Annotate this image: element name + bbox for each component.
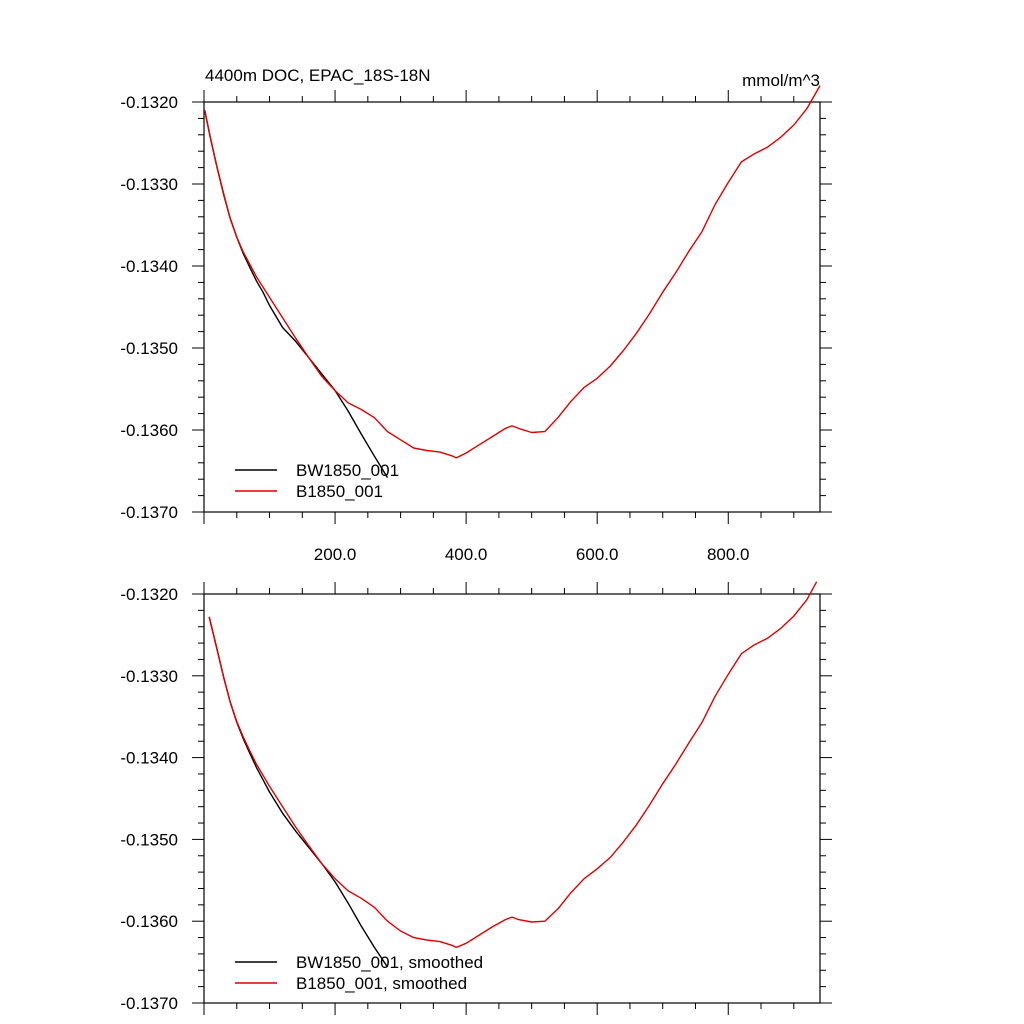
x-tick-label: 400.0 [445, 545, 488, 564]
plot-frame [203, 101, 821, 513]
y-tick-label: -0.1350 [120, 830, 178, 849]
y-tick-label: -0.1320 [120, 585, 178, 604]
series-line-b1850 [208, 581, 818, 949]
y-tick-label: -0.1340 [120, 749, 178, 768]
legend-label: B1850_001, smoothed [296, 974, 467, 993]
y-tick-label: -0.1350 [120, 339, 178, 358]
x-tick-label: 600.0 [576, 545, 619, 564]
series-line-bw1850 [204, 110, 389, 478]
y-tick-label: -0.1360 [120, 912, 178, 931]
series-line-bw1850 [208, 616, 389, 968]
x-tick-label: 800.0 [707, 545, 750, 564]
top-panel: -0.1320 -0.1330 -0.1340 -0.1350 -0.1360 -0.13… [120, 85, 832, 564]
bottom-panel: -0.1320 -0.1330 -0.1340 -0.1350 -0.1360 -0.13… [120, 581, 832, 1015]
y-tick-label: -0.1330 [120, 667, 178, 686]
chart-title: 4400m DOC, EPAC_18S-18N [205, 66, 431, 85]
series-line-b1850 [204, 85, 821, 459]
legend-label: BW1850_001, smoothed [296, 953, 483, 972]
y-tick-label: -0.1340 [120, 257, 178, 276]
y-tick-label: -0.1330 [120, 175, 178, 194]
y-tick-label: -0.1370 [120, 994, 178, 1013]
y-tick-label: -0.1320 [120, 93, 178, 112]
plot-frame [203, 593, 821, 1004]
y-tick-label: -0.1360 [120, 421, 178, 440]
units-label: mmol/m^3 [742, 71, 820, 90]
legend-label: B1850_001 [296, 482, 383, 501]
legend-label: BW1850_001 [296, 461, 399, 480]
y-tick-label: -0.1370 [120, 503, 178, 522]
x-tick-label: 200.0 [314, 545, 357, 564]
